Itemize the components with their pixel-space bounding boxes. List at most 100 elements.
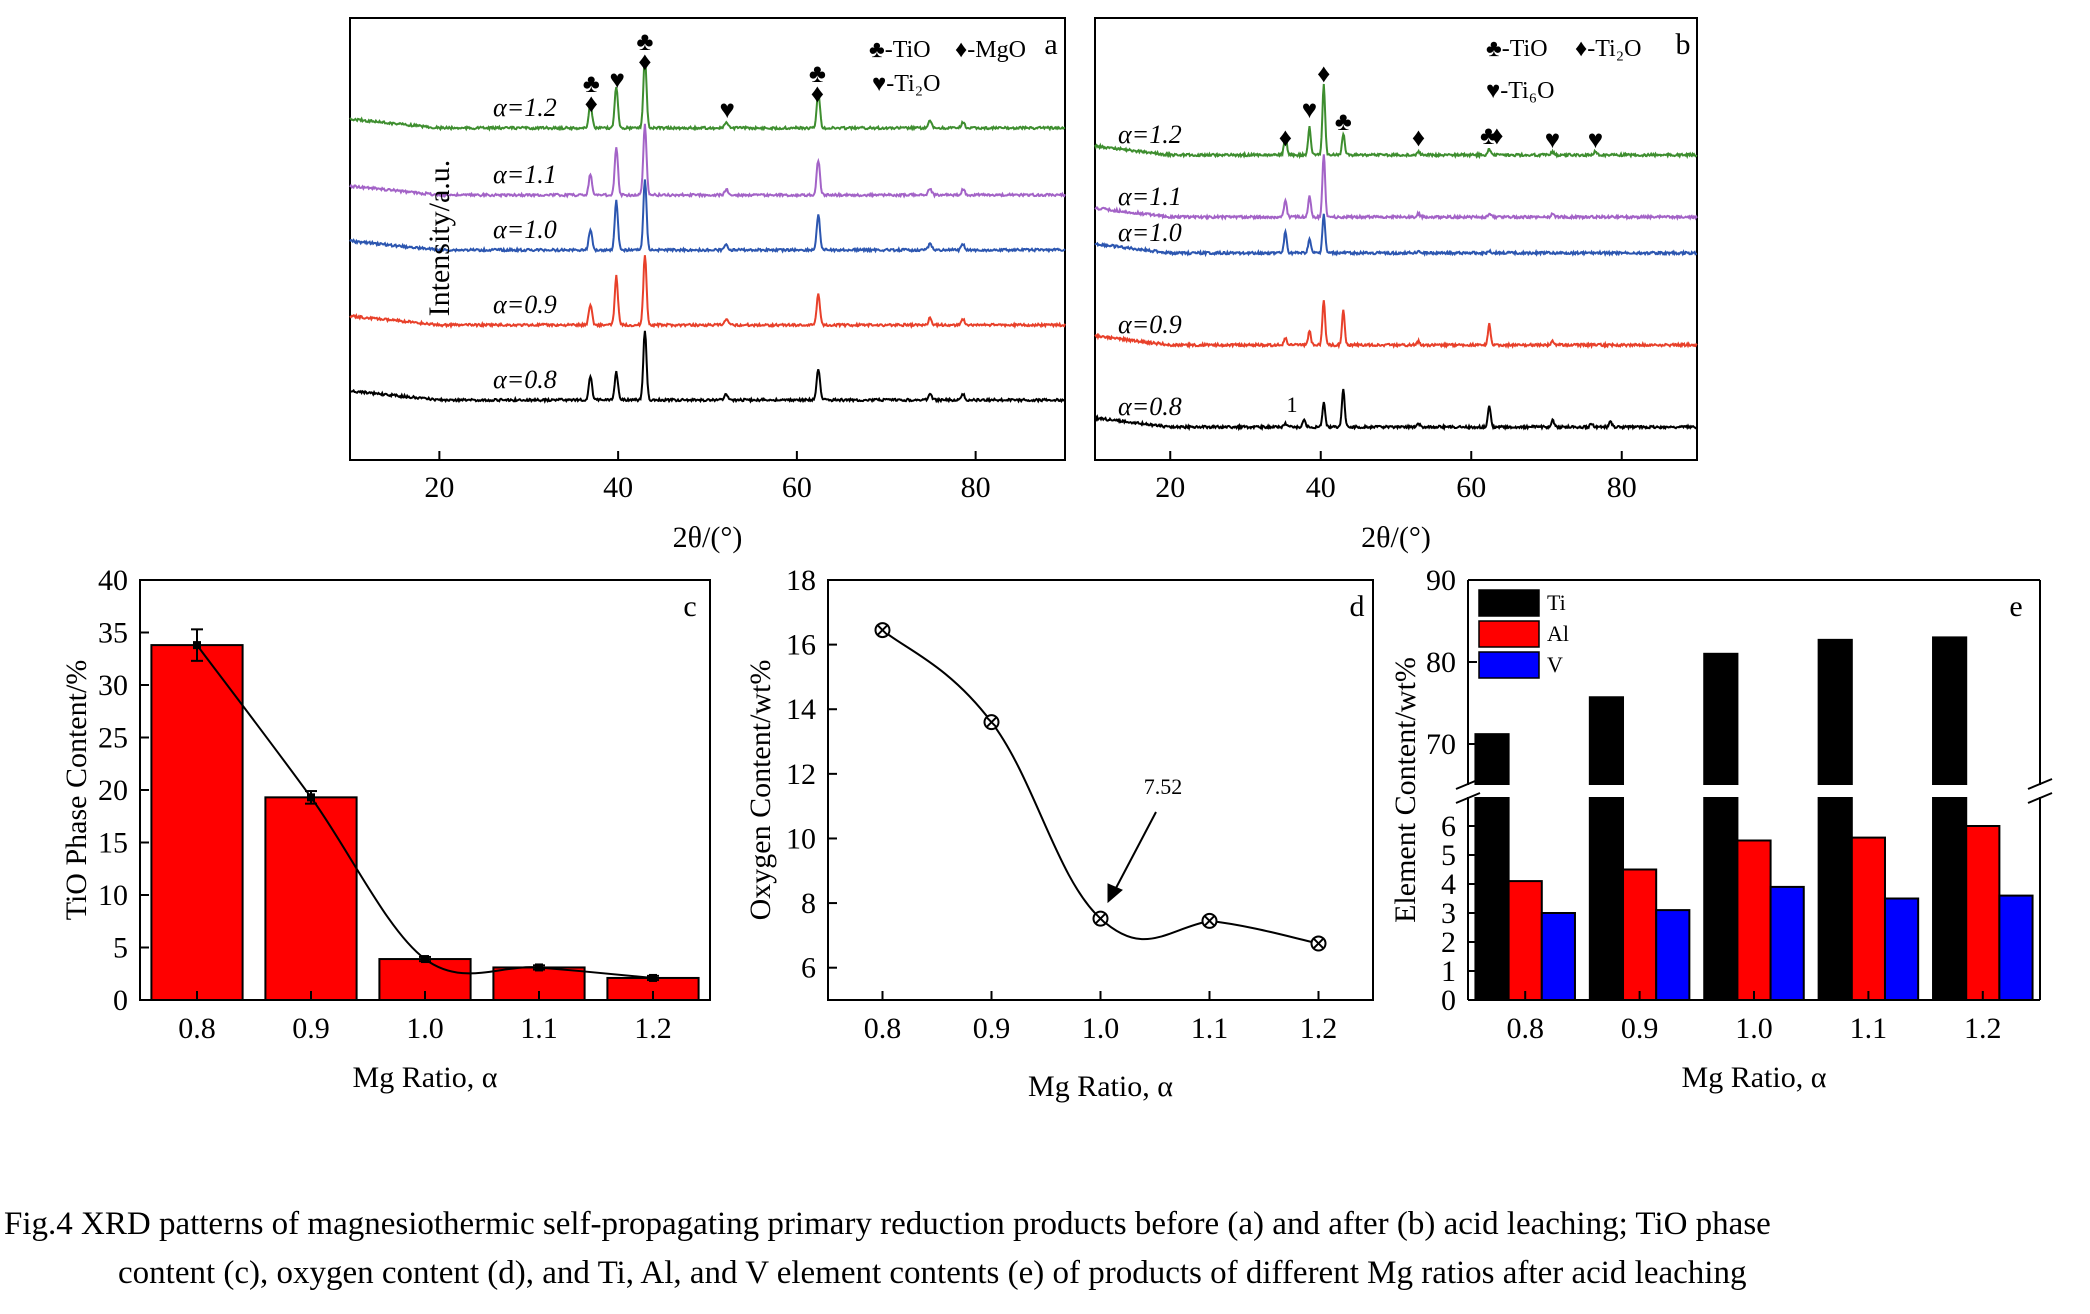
panel-b-trace-label: α=0.9 [1118,310,1182,339]
panel-d-ytick-label: 6 [801,952,816,985]
panel-d-ytick-label: 16 [786,629,816,662]
panel-e-xtick-label: 0.9 [1621,1012,1659,1045]
panel-a-trace [349,58,1066,132]
panel-e-ytick-label: 70 [1426,728,1456,761]
panel-a-peak-marker: ♣ [583,69,600,98]
panel-c-xtick-label: 1.0 [406,1012,444,1045]
panel-b-frame [1094,17,1698,461]
panel-b-peak-marker: ♦ [1412,123,1425,152]
panel-c-ytick-label: 35 [98,617,128,650]
panel-a-peak-marker: ♥ [610,65,625,94]
panel-d-point-cross [1203,915,1216,927]
panel-e-ytick-label: 2 [1441,926,1456,959]
panel-e-bar [1540,912,1576,1001]
panel-d-ytick-label: 14 [786,693,816,726]
panel-b-trace [1094,154,1698,222]
panel-a-peak-marker: ♦ [811,79,824,108]
panel-c-xtick-label: 0.9 [292,1012,330,1045]
panel-e-ytick-label: 5 [1441,839,1456,872]
panel-a-trace-label: α=1.0 [493,215,557,244]
panel-b-trace-label: α=1.1 [1118,182,1182,211]
caption-line-2: content (c), oxygen content (d), and Ti,… [118,1255,1747,1291]
panel-e-legend-label: V [1547,652,1563,677]
panel-e-xtick-label: 1.0 [1735,1012,1773,1045]
panel-e-bar [1883,897,1920,1001]
panel-b-trace-label: α=1.0 [1118,218,1182,247]
panel-c-bar [264,796,358,1001]
panel-e-bar [1507,880,1543,1001]
panel-d-xtick-label: 0.9 [973,1012,1011,1045]
panel-a-peak-marker: ♦ [585,89,598,118]
panel-e-bar [1736,839,1772,1001]
panel-b-xtick-label: 20 [1155,471,1185,504]
panel-d-letter: d [1350,590,1365,623]
panel-e-ytick-label: 90 [1426,564,1456,597]
panel-b-xtick-label: 80 [1607,471,1637,504]
panel-e-ytick-label: 1 [1441,955,1456,988]
panel-c-ylabel: TiO Phase Content/% [60,660,93,921]
panel-e-bar [1932,636,1968,1002]
panel-e-ytick-label: 6 [1441,810,1456,843]
panel-b-peak-marker: ♥ [1588,125,1603,154]
panel-b-trace [1094,300,1698,350]
panel-e-bar [1998,894,2034,1001]
panel-c-xlabel: Mg Ratio, α [353,1061,498,1094]
panel-e-xtick-label: 1.2 [1964,1012,2002,1045]
panel-e-bar [1850,836,1886,1001]
panel-e-bar [1817,638,1853,1001]
panel-b-trace [1094,83,1698,160]
panel-a-trace-label: α=0.8 [493,365,557,394]
panel-c-letter: c [683,590,696,623]
panel-b-peak-marker: ♦ [1490,121,1503,150]
panel-a-peak-marker: ♣ [636,27,653,56]
panel-a-xtick-label: 20 [424,471,454,504]
panel-a-ylabel: Intensity/a.u. [423,160,456,317]
panel-e-legend-label: Ti [1547,590,1566,615]
figure-canvas: 20 40 60 802θ/(°)α=1.2α=1.1α=1.0α=0.9α=0.8♣… [60,17,2053,1103]
panel-a-xlabel: 2θ/(°) [673,521,743,554]
panel-b-letter: b [1676,28,1691,61]
panel-e-xtick-label: 0.8 [1506,1012,1544,1045]
panel-c-xtick-label: 0.8 [178,1012,216,1045]
panel-b-annotation: 1 [1287,392,1298,417]
panel-e-legend-label: Al [1547,621,1569,646]
panel-d-point-cross [876,624,889,636]
panel-d-xtick-label: 0.8 [864,1012,902,1045]
panel-e-break-mark-right [2027,792,2053,804]
panel-d-xtick-label: 1.2 [1300,1012,1338,1045]
panel-e-xlabel: Mg Ratio, α [1682,1061,1827,1094]
panel-a-trace [349,255,1066,329]
panel-e-bar [1965,825,2001,1001]
panel-c-ytick-label: 40 [98,564,128,597]
panel-e-legend-swatch [1478,620,1540,648]
panel-e-ylabel: Element Content/wt% [1389,657,1422,923]
panel-b-peak-marker: ♣ [1480,121,1497,150]
panel-d-point-cross [985,716,998,728]
panel-c-ytick-label: 30 [98,669,128,702]
panel-a-legend-entry: ♥-Ti₂O [872,71,940,97]
panel-a-xtick-label: 40 [603,471,633,504]
panel-e-bar [1622,868,1658,1001]
panel-b-trace [1094,388,1698,432]
panel-e-bar [1703,652,1739,1001]
panel-e-letter: e [2009,590,2022,623]
panel-e-bar [1588,696,1625,1001]
panel-e-break-mark-left [1455,792,1481,804]
panel-b-peak-marker: ♦ [1317,59,1330,88]
panel-c-ytick-label: 15 [98,827,128,860]
panel-b-xlabel: 2θ/(°) [1361,521,1431,554]
panel-b-peak-marker: ♣ [1335,107,1352,136]
panel-e-ytick-label: 4 [1441,868,1456,901]
panel-a-frame [349,17,1066,461]
panel-c-ytick-label: 5 [113,932,128,965]
panel-a-trace [349,123,1066,199]
panel-d-point-cross [1312,937,1325,950]
panel-a-letter: a [1044,28,1057,61]
panel-b-trace-label: α=1.2 [1118,120,1182,149]
panel-e-ytick-label: 80 [1426,646,1456,679]
panel-d-point-cross [1094,912,1107,925]
panel-b-peak-marker: ♦ [1279,123,1292,152]
panel-a-peak-marker: ♥ [719,95,734,124]
panel-e-ytick-label: 3 [1441,897,1456,930]
panel-e-ytick-label: 0 [1441,984,1456,1017]
